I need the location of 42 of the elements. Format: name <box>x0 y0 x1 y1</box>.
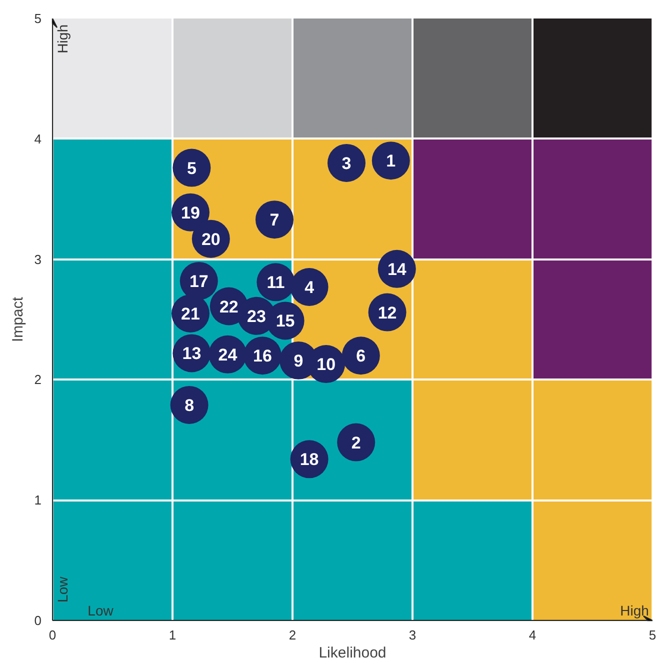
annotation: 9 <box>294 351 304 370</box>
annotation: 23 <box>247 306 266 326</box>
annotation: 5 <box>186 158 196 178</box>
annotation: Low <box>54 576 70 602</box>
y-tick-label: 5 <box>34 11 42 26</box>
annotation: 18 <box>300 450 319 470</box>
annotation: 17 <box>189 272 208 291</box>
annotation: 8 <box>184 396 194 415</box>
y-tick-label: 2 <box>34 372 42 388</box>
annotation: 14 <box>387 260 407 279</box>
x-tick-label: 1 <box>168 628 176 642</box>
annotation: 13 <box>182 344 202 364</box>
y-tick-label: 0 <box>34 613 42 628</box>
annotation: 1 <box>386 152 396 171</box>
annotation: 6 <box>356 346 366 366</box>
annotation: 24 <box>218 345 238 364</box>
x-tick-label: 3 <box>408 628 416 642</box>
x-tick-label: 2 <box>288 628 296 642</box>
y-tick-label: 4 <box>34 131 42 146</box>
annotation: 2 <box>351 433 361 452</box>
annotation: 4 <box>304 278 315 297</box>
annotation: High <box>620 602 649 618</box>
annotation: 15 <box>276 312 295 331</box>
annotation: 7 <box>270 210 280 230</box>
x-tick-label: 4 <box>528 628 536 642</box>
x-axis-title: Likelihood <box>318 644 386 662</box>
annotation: 20 <box>201 230 220 249</box>
annotation: 3 <box>342 154 352 173</box>
annotation: 10 <box>316 355 336 374</box>
x-tick-label: 5 <box>648 628 656 642</box>
annotation: 21 <box>181 304 200 324</box>
annotation: Low <box>88 602 114 618</box>
y-tick-label: 3 <box>34 252 42 267</box>
annotation: 19 <box>181 203 200 222</box>
y-tick-label: 1 <box>34 492 42 508</box>
annotation: High <box>54 24 70 54</box>
annotation: 22 <box>219 297 238 316</box>
annotation: 16 <box>253 346 272 366</box>
annotation: 11 <box>266 273 285 292</box>
x-tick-label: 0 <box>48 628 56 642</box>
y-axis-title: Impact <box>9 296 26 342</box>
annotation: 12 <box>378 303 397 322</box>
